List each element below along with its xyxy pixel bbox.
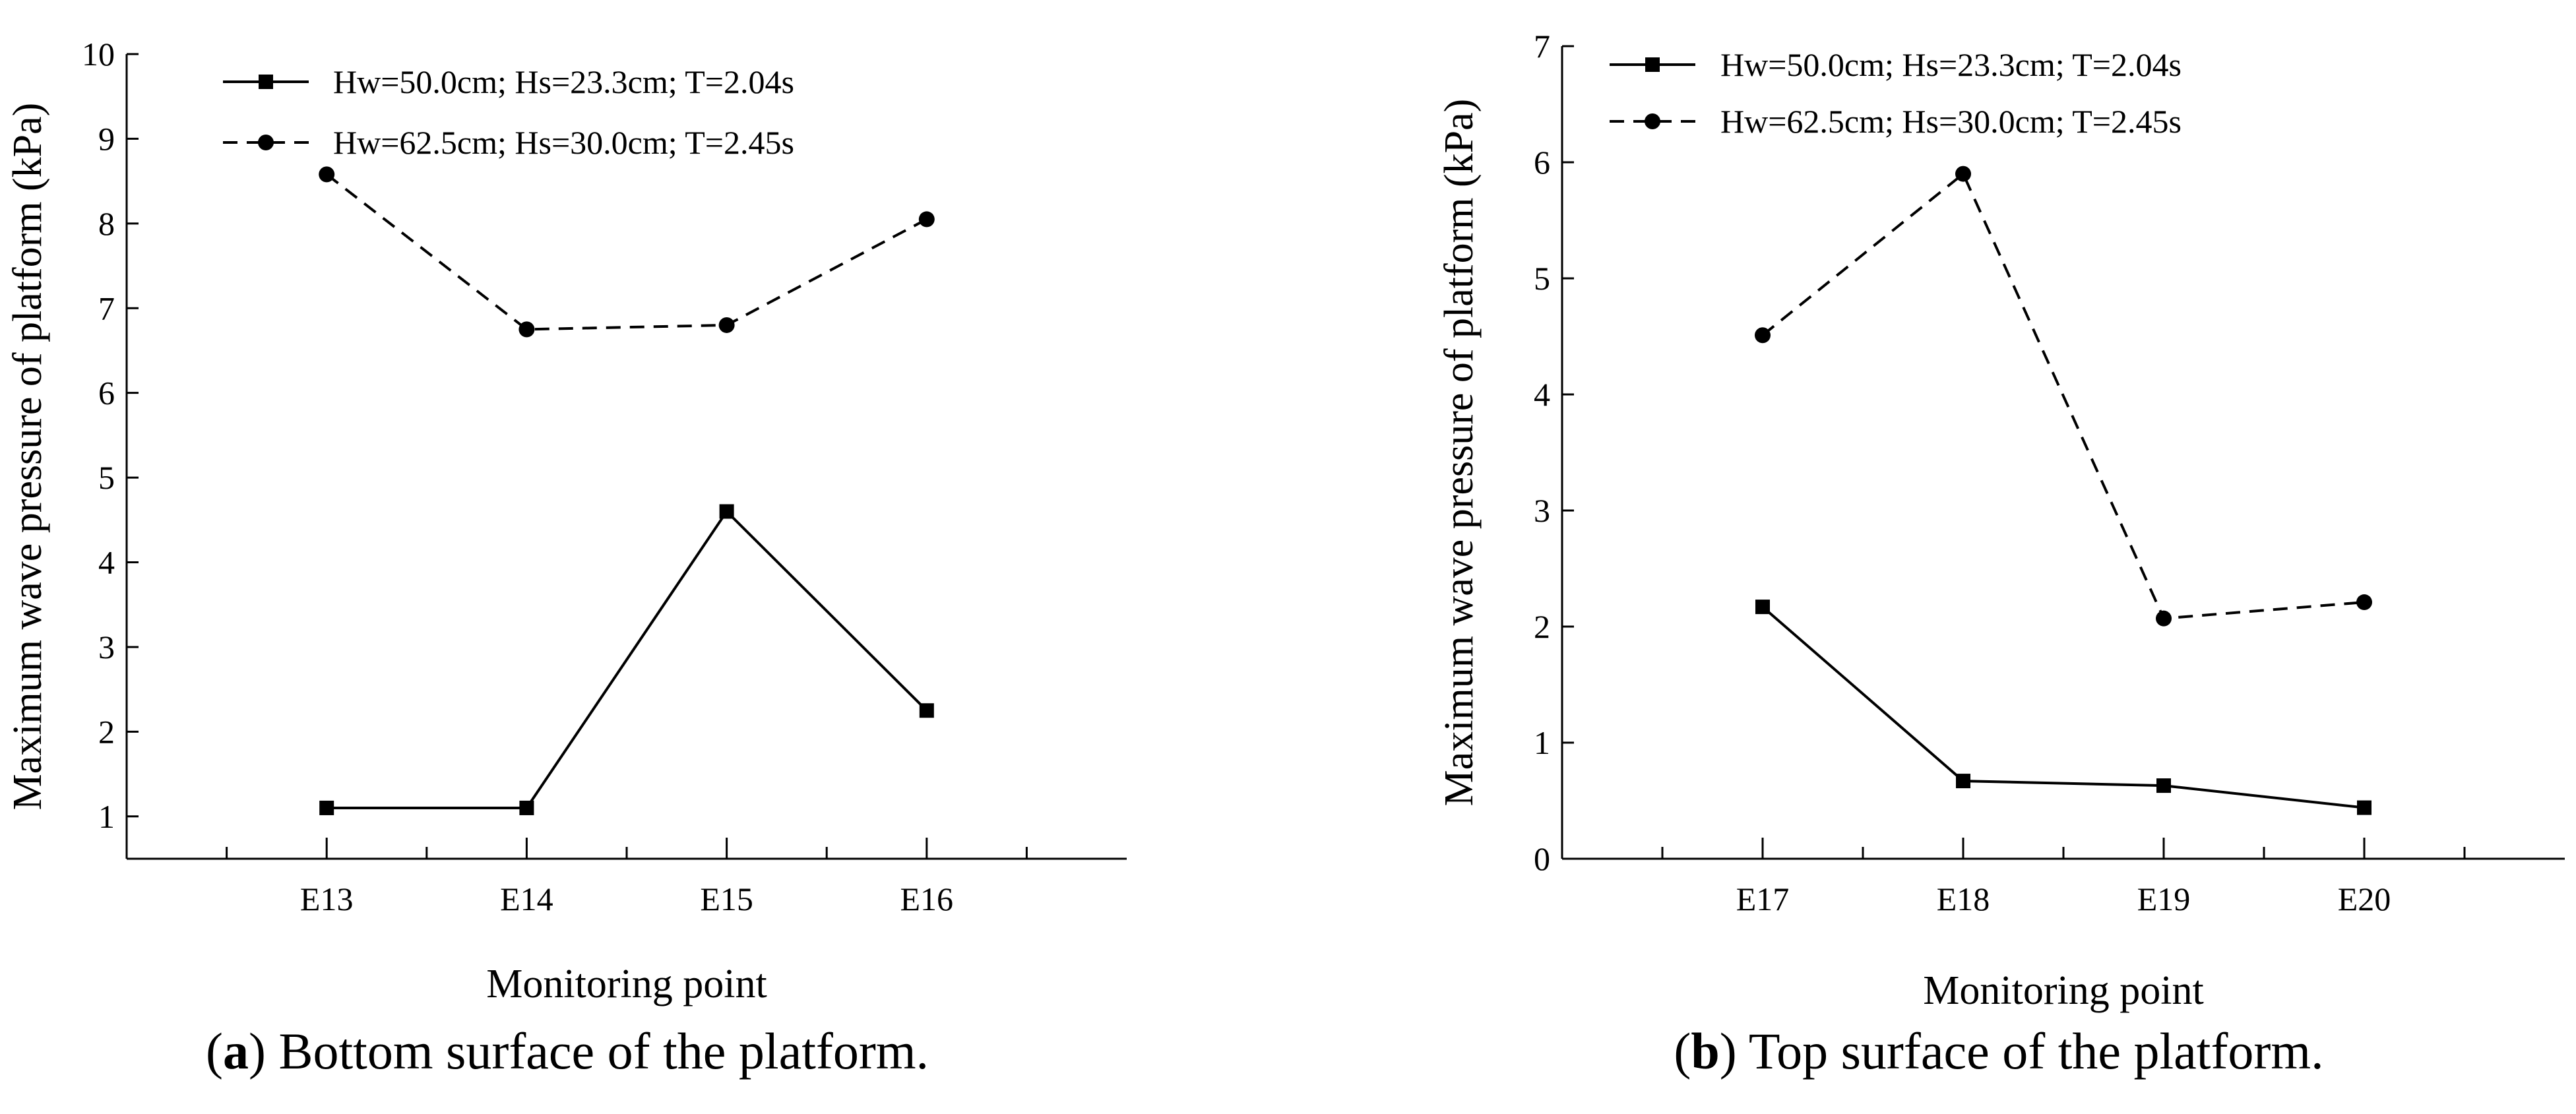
panel-a-y-axis-title: Maximum wave pressure of platform (kPa) (5, 103, 50, 811)
panel-b-series-2-point (2356, 594, 2372, 611)
panel-a-series-2-point (518, 321, 535, 338)
panel-a-y-tick-label: 4 (98, 544, 115, 581)
panel-a-x-tick-label: E16 (900, 881, 954, 917)
panel-b-series-1-point (2357, 800, 2372, 815)
panel-b-x-tick-label: E17 (1736, 881, 1790, 917)
panel-b-chart: 0 1 2 3 4 5 6 7 E17 E18 E19 E20 Maximum wave pressur… (1437, 28, 2565, 1013)
panel-a-series-1-point (719, 504, 734, 519)
panel-b-legend-marker-1 (1645, 57, 1660, 72)
panel-b-series-1-point (1755, 600, 1770, 615)
panel-a-series-2-point (918, 211, 935, 228)
panel-a-series-2-line (325, 173, 927, 331)
panel-a-y-tick-label: 9 (98, 120, 115, 157)
panel-b-series-2-point (1755, 327, 1771, 344)
panel-b-series-1-point (2156, 778, 2171, 793)
panel-b-x-tick-label: E18 (1937, 881, 1990, 917)
panel-a-series-2-point (319, 166, 335, 183)
panel-a-legend-label-1: Hw=50.0cm; Hs=23.3cm; T=2.04s (333, 63, 794, 100)
panel-a-y-tick-label: 8 (98, 205, 115, 242)
panel-a-legend-label-2: Hw=62.5cm; Hs=30.0cm; T=2.45s (333, 124, 794, 161)
panel-b-series-1-point (1956, 774, 1970, 789)
panel-a-y-tick-label: 3 (98, 629, 115, 665)
panel-a-x-tick-label: E15 (700, 881, 753, 917)
panel-a-x-axis-title: Monitoring point (486, 962, 767, 1006)
panel-b-y-tick-label: 2 (1534, 608, 1550, 645)
panel-b-legend-label-1: Hw=50.0cm; Hs=23.3cm; T=2.04s (1720, 46, 2182, 83)
panel-b-caption-text: Top surface of the platform. (1748, 1022, 2324, 1080)
panel-b-y-axis-title: Maximum wave pressure of platform (kPa) (1437, 99, 1482, 807)
panel-b-legend-label-2: Hw=62.5cm; Hs=30.0cm; T=2.45s (1720, 103, 2182, 140)
panel-a-series-1-point (919, 703, 934, 718)
panel-a-y-tick-label: 1 (98, 798, 115, 835)
panel-a-series-1-point (319, 800, 334, 815)
panel-b-series-1-line (1761, 605, 2365, 809)
panel-b-caption-letter: b (1691, 1022, 1720, 1080)
panel-a-y-tick-label: 5 (98, 459, 115, 496)
panel-b-y-tick-label: 3 (1534, 492, 1550, 529)
panel-a-y-tick-label: 6 (98, 375, 115, 412)
panel-b-series-2-point (1955, 166, 1971, 182)
panel-b-y-tick-label: 6 (1534, 144, 1550, 181)
panel-b-y-tick-label: 4 (1534, 376, 1550, 413)
panel-b-series-2-line (1761, 171, 2365, 620)
panel-a-legend-marker-2 (258, 135, 274, 150)
panel-a-x-tick-label: E13 (300, 881, 354, 917)
panel-a-x-tick-label: E14 (500, 881, 553, 917)
panel-a-caption-text: Bottom surface of the platform. (278, 1022, 929, 1080)
panel-b-x-tick-label: E20 (2338, 881, 2391, 917)
panel-a-y-tick-label: 10 (82, 36, 115, 73)
panel-a-y-tick-label: 2 (98, 713, 115, 750)
panel-a-series-1-point (519, 800, 534, 815)
panel-a-chart: 1 2 3 4 5 6 7 8 9 10 E13 E14 E15 E16 Maximum wave pres… (5, 36, 1127, 1006)
panel-b-caption: (b) Top surface of the platform. (1674, 1022, 2324, 1080)
panel-b-series-2-point (2156, 610, 2172, 627)
panel-b-y-tick-label: 5 (1534, 260, 1550, 297)
panel-a-legend-marker-1 (259, 75, 273, 89)
panel-a-series-2-point (718, 317, 735, 333)
panel-b-y-tick-label: 7 (1534, 28, 1550, 65)
panel-a-caption: (a) Bottom surface of the platform. (205, 1022, 929, 1080)
panel-a-y-tick-label: 7 (98, 290, 115, 326)
panel-a-series-1-line (327, 509, 928, 809)
panel-a-caption-letter: a (222, 1022, 249, 1080)
panel-b-legend-marker-2 (1645, 113, 1660, 129)
panel-b-y-tick-label: 0 (1534, 840, 1550, 877)
panel-b-x-axis-title: Monitoring point (1923, 968, 2203, 1013)
panel-b-x-tick-label: E19 (2137, 881, 2191, 917)
panel-b-y-tick-label: 1 (1534, 724, 1550, 761)
